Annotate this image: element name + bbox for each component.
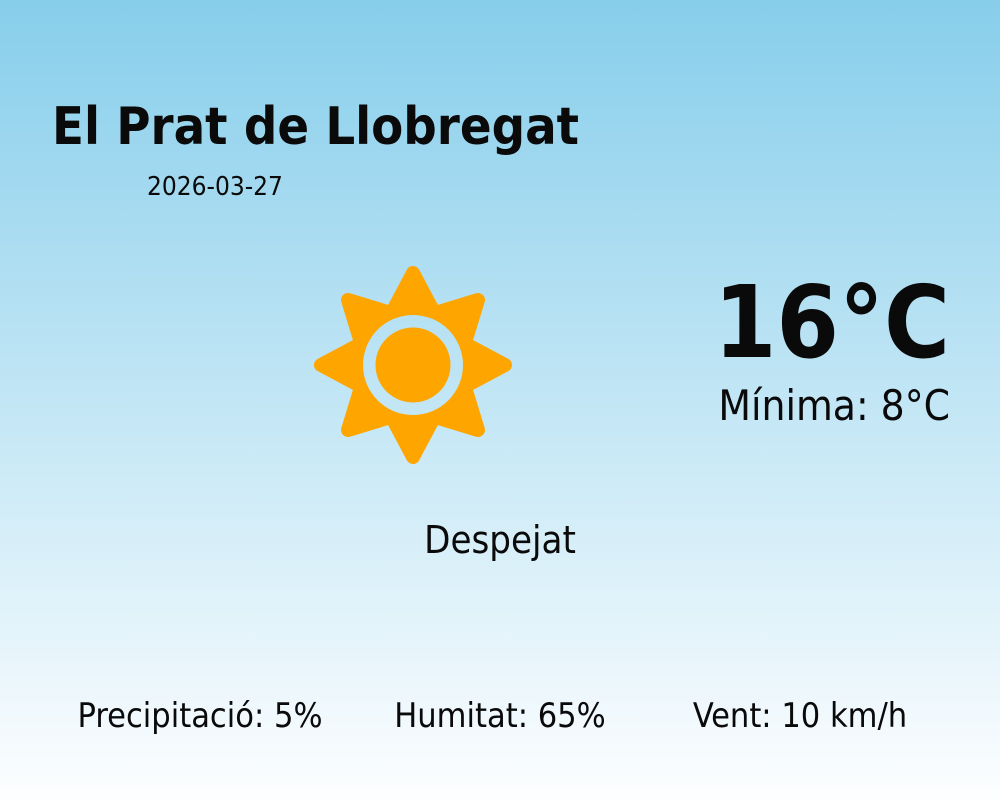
date-label: 2026-03-27 (147, 172, 283, 202)
condition-label: Despejat (424, 518, 576, 562)
humidity-stat: Humitat: 65% (394, 696, 606, 736)
sun-icon (314, 266, 512, 464)
wind-stat: Vent: 10 km/h (692, 696, 908, 736)
sun-core (375, 327, 451, 403)
location-title: El Prat de Llobregat (52, 97, 580, 157)
min-temperature-label: Mínima: 8°C (718, 381, 950, 430)
precipitation-stat: Precipitació: 5% (77, 696, 323, 736)
temperature-value: 16°C (713, 264, 950, 381)
